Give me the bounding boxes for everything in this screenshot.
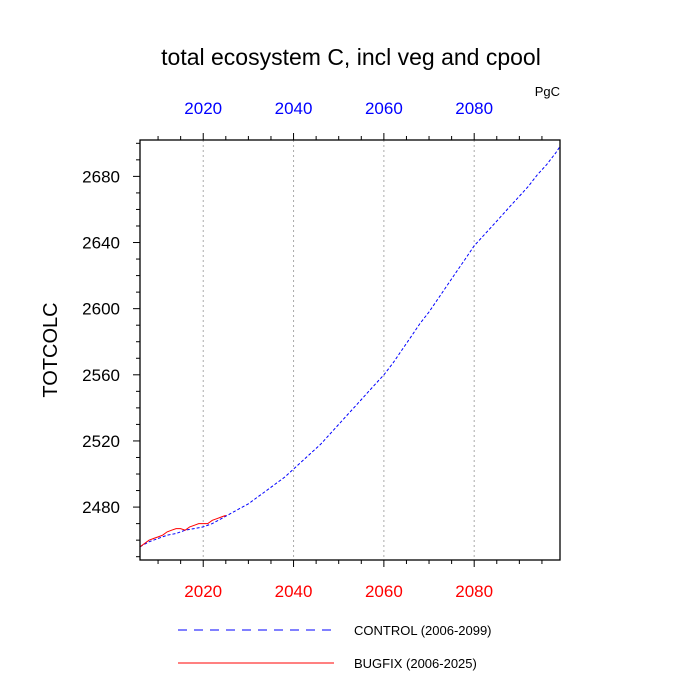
x-tick-label-top: 2060 — [365, 99, 403, 118]
y-tick-label: 2600 — [82, 300, 120, 319]
y-tick-label: 2640 — [82, 234, 120, 253]
y-tick-label: 2680 — [82, 167, 120, 186]
legend-label: BUGFIX (2006-2025) — [354, 656, 477, 671]
x-tick-label-bottom: 2020 — [184, 582, 222, 601]
x-gridlines — [202, 140, 475, 560]
y-tick-label: 2560 — [82, 366, 120, 385]
x-tick-label-top: 2080 — [455, 99, 493, 118]
units-label: PgC — [535, 84, 560, 99]
x-tick-label-bottom: 2080 — [455, 582, 493, 601]
plot-frame — [139, 139, 561, 561]
axis-ticks: 2020 2020 2040 2040 2060 2060 2080 2080 2480 2520… — [82, 99, 543, 601]
chart-title: total ecosystem C, incl veg and cpool — [161, 44, 541, 70]
legend-label: CONTROL (2006-2099) — [354, 623, 492, 638]
data-lines — [139, 146, 561, 548]
series-line-control — [139, 146, 561, 548]
series-line-bugfix — [139, 514, 226, 548]
y-tick-label: 2520 — [82, 432, 120, 451]
x-tick-label-top: 2020 — [184, 99, 222, 118]
y-axis-label: TOTCOLC — [40, 302, 62, 397]
x-tick-label-top: 2040 — [275, 99, 313, 118]
y-tick-label: 2480 — [82, 498, 120, 517]
legend: CONTROL (2006-2099) BUGFIX (2006-2025) — [178, 623, 492, 671]
x-tick-label-bottom: 2060 — [365, 582, 403, 601]
x-tick-label-bottom: 2040 — [275, 582, 313, 601]
